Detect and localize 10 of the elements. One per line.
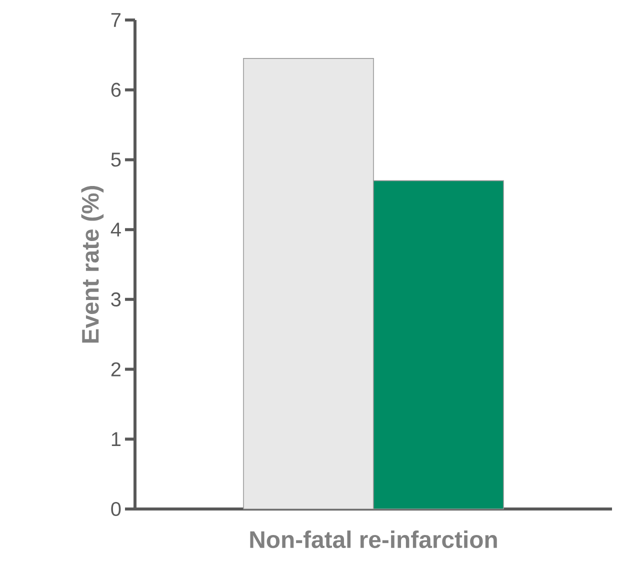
y-axis-title: Event rate (%) <box>81 186 104 343</box>
y-tick-label: 2 <box>111 362 120 376</box>
y-tick-label: 4 <box>110 222 121 236</box>
y-tick-label: 3 <box>111 292 121 306</box>
x-tick-label: Non-fatal re-infarction <box>250 530 497 548</box>
y-tick-label: 6 <box>111 82 121 97</box>
y-tick-label: 1 <box>112 432 121 446</box>
y-tick-label: 0 <box>111 502 121 516</box>
y-tick-label: 5 <box>111 152 121 167</box>
y-tick-label: 7 <box>111 13 120 27</box>
